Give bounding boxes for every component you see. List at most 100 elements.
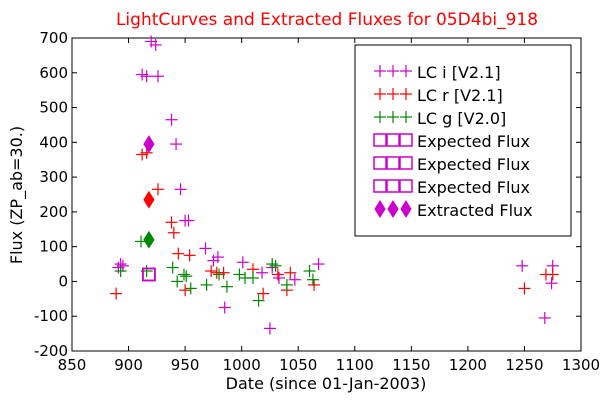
y-tick-label: 400 [39, 133, 68, 151]
data-point-plus [200, 278, 213, 291]
data-point-plus [518, 282, 531, 295]
x-tick-label: 1250 [505, 356, 543, 374]
data-point-plus [308, 278, 321, 291]
x-tick-label: 1150 [392, 356, 430, 374]
legend-marker [373, 156, 387, 170]
legend-marker [386, 133, 400, 147]
legend-marker [386, 156, 400, 170]
data-point-plus [211, 251, 224, 264]
data-point-plus [280, 278, 293, 291]
legend-label: Expected Flux [417, 132, 530, 151]
x-tick-label: 1100 [336, 356, 374, 374]
data-point-plus [116, 259, 129, 272]
x-tick-label: 1200 [449, 356, 487, 374]
x-tick-label: 1050 [279, 356, 317, 374]
x-axis-ticks: 850 900 950 1000 1050 1100 1150 1200 1250 1300 [58, 38, 600, 374]
data-point-plus [149, 38, 162, 51]
data-point-plus [177, 268, 190, 281]
data-point-plus [269, 259, 282, 272]
legend-marker [374, 88, 386, 100]
data-point-plus [110, 287, 123, 300]
y-tick-label: -100 [34, 307, 68, 325]
extracted-flux-marker [143, 135, 155, 154]
y-axis-ticks: -200 -100 0 100 200 300 400 500 600 700 [34, 29, 581, 360]
data-point-plus [303, 265, 316, 278]
legend-marker [386, 179, 400, 193]
legend-marker [374, 111, 386, 123]
data-point-plus [545, 277, 558, 290]
data-point-plus [246, 271, 259, 284]
data-point-plus [538, 311, 551, 324]
legend-label: Expected Flux [417, 155, 530, 174]
chart-title: LightCurves and Extracted Fluxes for 05D… [116, 10, 538, 30]
legend-marker [399, 179, 413, 193]
data-point-plus [151, 183, 164, 196]
data-point-plus [288, 273, 301, 286]
y-tick-label: 200 [39, 203, 68, 221]
data-point-plus [546, 268, 559, 281]
data-point-plus [213, 268, 226, 281]
data-point-plus [172, 247, 185, 260]
y-tick-label: 600 [39, 64, 68, 82]
x-axis-label: Date (since 01-Jan-2003) [226, 374, 427, 393]
legend-marker [400, 65, 412, 77]
data-point-plus [271, 268, 284, 281]
y-tick-label: 0 [58, 272, 68, 290]
data-point-plus [199, 242, 212, 255]
y-tick-label: 700 [39, 29, 68, 47]
data-point-plus [151, 70, 164, 83]
legend-label: LC r [V2.1] [417, 86, 503, 105]
data-point-plus [171, 275, 184, 288]
y-tick-label: 500 [39, 99, 68, 117]
data-point-plus [165, 113, 178, 126]
data-point-plus [306, 273, 319, 286]
data-point-plus [140, 70, 153, 83]
x-tick-label: 900 [114, 356, 143, 374]
data-point-plus [182, 214, 195, 227]
legend-marker [374, 65, 386, 77]
data-point-plus [263, 322, 276, 335]
data-point-plus [184, 282, 197, 295]
data-point-plus [266, 258, 279, 271]
x-tick-label: 1300 [562, 356, 600, 374]
data-point-plus [170, 138, 183, 151]
data-point-plus [183, 249, 196, 262]
legend-marker [399, 156, 413, 170]
y-tick-label: 300 [39, 168, 68, 186]
legend-marker [400, 88, 412, 100]
legend-label: LC i [V2.1] [417, 63, 501, 82]
x-tick-label: 850 [58, 356, 87, 374]
data-point-plus [284, 266, 297, 279]
extracted-flux-marker [143, 190, 155, 209]
y-tick-label: -200 [34, 342, 68, 360]
legend: LC i [V2.1] LC r [V2.1] LC g [V2.0] Expecte… [354, 44, 572, 237]
legend-marker [387, 200, 399, 218]
data-point-plus [166, 261, 179, 274]
legend-marker [387, 65, 399, 77]
legend-marker [373, 133, 387, 147]
data-point-plus [179, 284, 192, 297]
legend-marker [387, 88, 399, 100]
data-point-plus [218, 301, 231, 314]
legend-marker [400, 200, 412, 218]
legend-marker [374, 200, 386, 218]
series-marks [110, 35, 559, 335]
legend-marker [373, 179, 387, 193]
legend-marker [387, 111, 399, 123]
data-point-plus [256, 266, 269, 279]
expected-flux-marker [142, 267, 156, 282]
data-point-plus [312, 258, 325, 271]
data-point-plus [165, 216, 178, 229]
data-point-plus [220, 280, 233, 293]
y-axis-label: Flux (ZP_ab=30.) [7, 126, 27, 264]
data-point-plus [236, 256, 249, 269]
data-point-plus [167, 226, 180, 239]
data-point-plus [180, 270, 193, 283]
x-tick-label: 950 [171, 356, 200, 374]
data-point-plus [205, 265, 218, 278]
legend-marker [400, 111, 412, 123]
y-tick-label: 100 [39, 238, 68, 256]
data-point-plus [252, 294, 265, 307]
extracted-flux-marker [143, 230, 155, 249]
